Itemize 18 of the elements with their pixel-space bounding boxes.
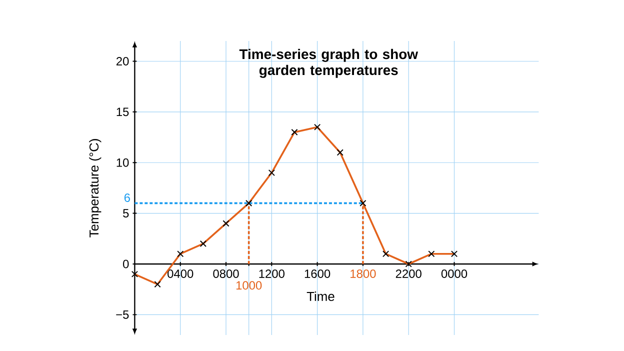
x-tick-label: 1800 (350, 270, 376, 278)
y-axis-title: Temperature (°C) (89, 139, 102, 238)
y-tick-label: 0 (123, 260, 129, 268)
y-tick-label: 20 (116, 57, 129, 66)
y-tick-label: 10 (116, 158, 129, 167)
ref-line-label: 6 (124, 194, 130, 202)
y-tick-label: −5 (116, 310, 129, 319)
x-tick-label: 0400 (168, 270, 194, 278)
x-axis-title: Time (306, 292, 334, 302)
y-tick-label: 15 (116, 108, 129, 116)
x-tick-label: 1600 (304, 270, 330, 278)
x-tick-label: 0000 (441, 270, 468, 278)
x-tick-label: 0800 (213, 270, 239, 278)
x-tick-label: 1200 (259, 270, 284, 278)
x-tick-label: 2200 (396, 270, 422, 278)
y-tick-label: 5 (123, 209, 129, 218)
x-tick-label: 1000 (236, 281, 262, 290)
text: Time-series graph to show garden temperatures (239, 48, 418, 78)
